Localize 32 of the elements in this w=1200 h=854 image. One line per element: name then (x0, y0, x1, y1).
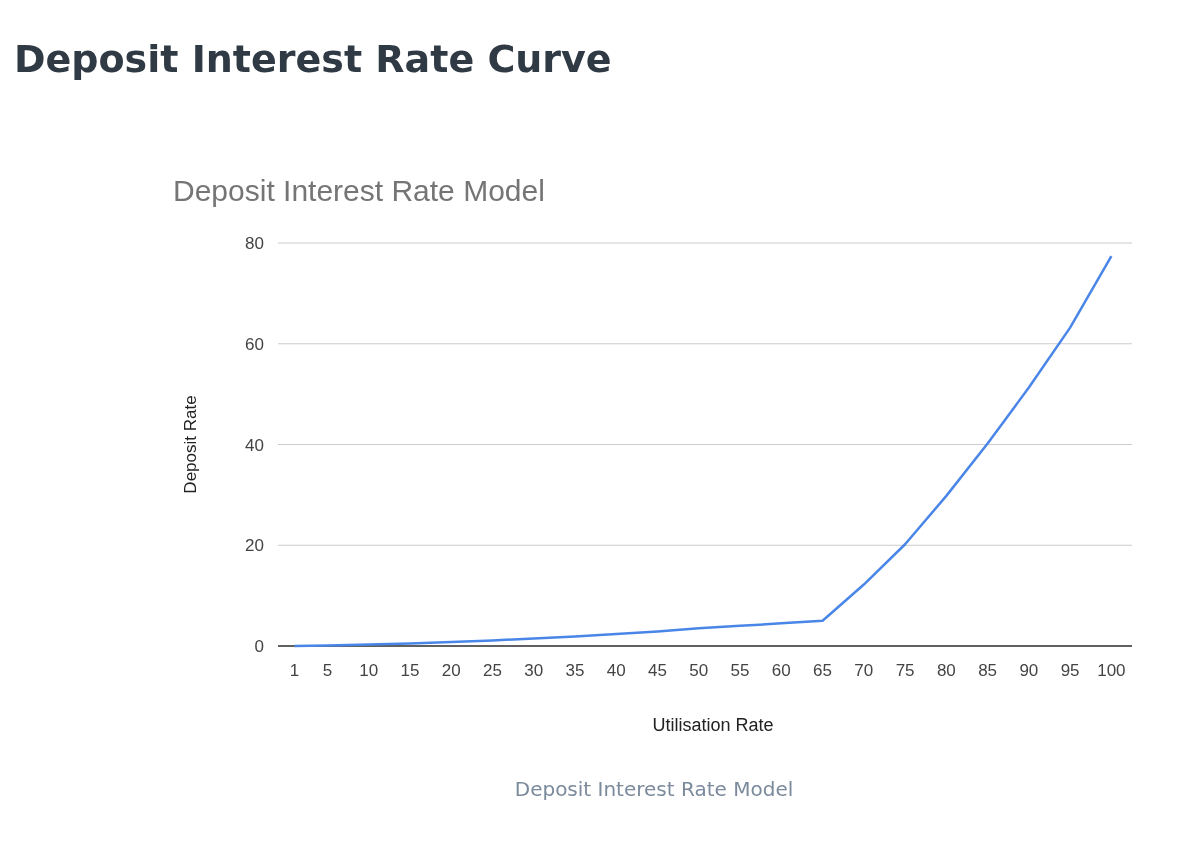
x-tick-label: 65 (813, 661, 833, 680)
x-tick-label: 15 (400, 661, 420, 680)
x-tick-label: 50 (689, 661, 709, 680)
x-tick-label: 5 (322, 661, 333, 680)
x-tick-label: 40 (606, 661, 626, 680)
x-tick-label: 45 (648, 661, 668, 680)
x-tick-label: 70 (854, 661, 874, 680)
x-tick-label: 80 (936, 661, 956, 680)
x-tick-label: 35 (565, 661, 585, 680)
line-series (293, 254, 1113, 648)
y-tick-label: 40 (245, 435, 264, 455)
x-tick-label: 100 (1097, 661, 1126, 680)
x-tick-label: 85 (978, 661, 998, 680)
y-tick-label: 80 (245, 234, 264, 253)
x-tick-label: 30 (524, 661, 544, 680)
x-tick-label: 55 (730, 661, 750, 680)
x-tick-label: 95 (1060, 661, 1080, 680)
x-tick-label: 20 (441, 661, 461, 680)
x-tick-label: 1 (289, 661, 300, 680)
text: Deposit Interest Rate Model (514, 777, 794, 801)
x-tick-label: 10 (359, 661, 379, 680)
x-tick-label: 60 (771, 661, 791, 680)
x-tick-label: 90 (1019, 661, 1039, 680)
x-tick-label: 75 (895, 661, 915, 680)
y-tick-label: 20 (245, 536, 264, 556)
x-axis-title: Utilisation Rate (652, 715, 774, 735)
y-tick-label: 60 (245, 334, 264, 354)
y-tick-label: 0 (254, 637, 264, 656)
chart-title: Deposit Interest Rate Curve (14, 37, 612, 81)
x-tick-label: 25 (483, 661, 502, 680)
y-axis-title: Deposit Rate (181, 395, 200, 494)
chart-subtitle: Deposit Interest Rate Model (173, 174, 545, 207)
